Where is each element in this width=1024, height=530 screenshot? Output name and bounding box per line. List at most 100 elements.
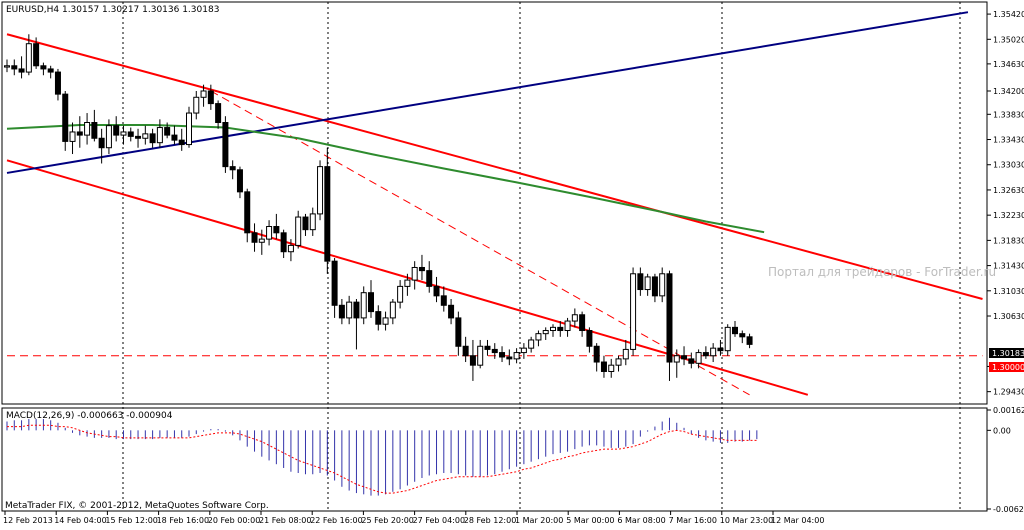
candle-body-bull	[317, 166, 324, 215]
macd-tick-label: -0.00627	[993, 505, 1024, 514]
candle	[91, 109, 98, 142]
time-tick-label: 20 Feb 00:00	[208, 516, 260, 525]
candle-body-bear	[91, 122, 98, 139]
candle	[651, 273, 658, 303]
candle	[98, 128, 105, 164]
candle-body-bear	[353, 301, 360, 319]
candle	[105, 119, 112, 155]
candle-body-bear	[557, 326, 564, 332]
candle-body-bull	[84, 122, 91, 136]
candle	[499, 346, 506, 363]
macd-label: MACD(12,26,9) -0.000663 -0.000904	[6, 411, 173, 421]
candle-body-bull	[608, 364, 615, 372]
price-tick-label: 1.33030	[993, 161, 1024, 170]
candle	[309, 207, 316, 236]
time-tick-label: 12 Mar 04:00	[771, 516, 824, 525]
chart-header: EURUSD,H4 1.30157 1.30217 1.30136 1.3018…	[6, 5, 219, 15]
candle-body-bear	[236, 169, 243, 193]
candle	[622, 339, 629, 366]
candle-body-bear	[440, 295, 447, 306]
candle-body-bear	[280, 232, 287, 253]
candle-body-bear	[681, 355, 688, 360]
candle-body-bull	[564, 320, 571, 332]
candle-body-bear	[273, 226, 280, 234]
candle	[84, 113, 91, 145]
candle-body-bear	[506, 356, 513, 360]
candle	[702, 346, 709, 359]
candle	[353, 298, 360, 350]
candle	[62, 90, 69, 151]
candle-body-bear	[426, 270, 433, 287]
candle-body-bear	[462, 345, 469, 357]
watermark-text: Портал для трейдеров - ForTrader.ru	[768, 265, 996, 279]
candle	[266, 220, 273, 246]
candle-body-bull	[287, 244, 294, 253]
candle-body-bear	[135, 135, 142, 139]
candle	[54, 68, 61, 101]
candle	[33, 37, 40, 69]
candle	[593, 343, 600, 372]
upper-channel-line[interactable]	[6, 33, 983, 300]
candle-body-bear	[666, 273, 673, 363]
candle	[149, 128, 156, 148]
candle	[302, 213, 309, 236]
candle-body-bull	[535, 333, 542, 341]
candle-body-bear	[54, 71, 61, 95]
time-tick-label: 6 Mar 08:00	[617, 516, 665, 525]
candle	[287, 239, 294, 262]
candle	[244, 188, 251, 243]
candle	[462, 336, 469, 363]
candle	[273, 213, 280, 240]
candle	[528, 336, 535, 353]
candle	[338, 298, 345, 325]
candle	[331, 258, 338, 318]
candle	[695, 349, 702, 369]
candle-body-bear	[171, 134, 178, 141]
candle	[171, 125, 178, 145]
candle-body-bear	[491, 348, 498, 354]
candle	[178, 128, 185, 151]
candle-body-bull	[550, 326, 556, 332]
candle	[746, 333, 753, 349]
candle-body-bear	[18, 68, 25, 73]
candle-body-bear	[222, 122, 229, 168]
candle-body-bear	[113, 125, 120, 136]
candle	[69, 122, 76, 155]
candle	[4, 59, 10, 73]
price-tick-label: 1.32230	[993, 211, 1024, 220]
candle-body-bear	[418, 266, 425, 272]
candle	[222, 116, 229, 173]
price-tick-label: 1.33830	[993, 110, 1024, 119]
candle-body-bull	[105, 125, 112, 149]
candle	[630, 267, 637, 356]
candle-body-bear	[127, 131, 134, 137]
blue-trend-line[interactable]	[6, 11, 969, 174]
candle-body-bear	[469, 355, 476, 366]
macd-tick-label: 0.00162	[993, 406, 1024, 415]
candle	[18, 56, 25, 79]
candle	[236, 166, 243, 199]
candle-body-bear	[244, 191, 251, 234]
candle-body-bull	[258, 238, 265, 243]
candle	[426, 261, 433, 293]
price-tick-label: 1.31830	[993, 236, 1024, 245]
candle	[433, 276, 440, 303]
macd-indicator	[6, 417, 758, 496]
candle-body-bear	[33, 43, 40, 67]
candle	[280, 229, 287, 259]
candle	[586, 327, 593, 353]
candle	[11, 59, 18, 76]
candle-body-bear	[98, 137, 105, 149]
candle-body-bull	[346, 301, 353, 319]
candle	[47, 65, 54, 79]
price-tick-label: 1.35020	[993, 35, 1024, 44]
candle-body-bear	[600, 361, 607, 372]
candle	[215, 100, 222, 129]
candles	[4, 34, 753, 381]
candle-body-bull	[411, 266, 418, 281]
candle-body-bull	[673, 355, 680, 363]
candle	[739, 330, 746, 344]
